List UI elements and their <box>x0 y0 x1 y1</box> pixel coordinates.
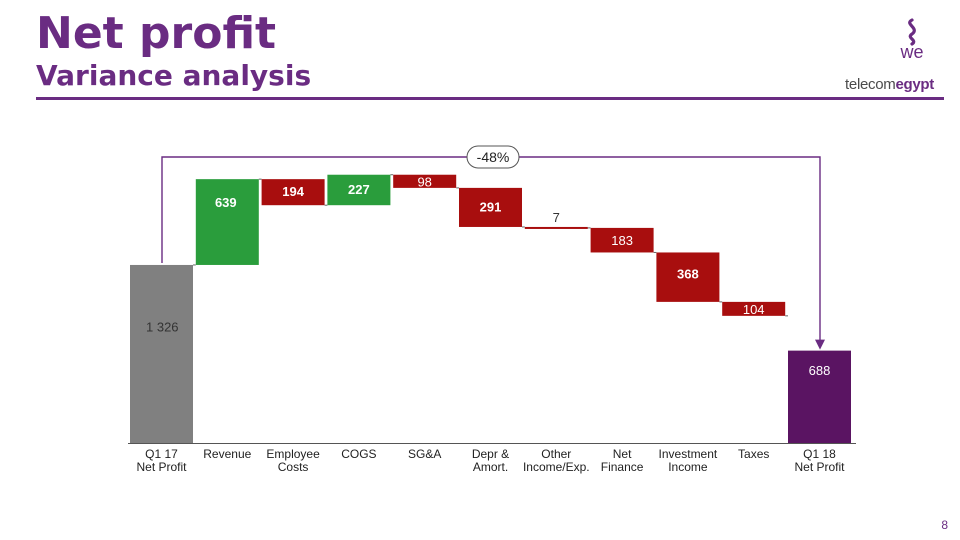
category-label-9: Taxes <box>738 447 769 461</box>
logo-brand-part1: telecom <box>845 76 896 93</box>
page-number: 8 <box>941 518 948 532</box>
category-label-7: Net Finance <box>601 447 644 474</box>
page-subtitle: Variance analysis <box>36 59 312 92</box>
data-label-9: 104 <box>743 302 765 317</box>
category-label-10: Q1 18 Net Profit <box>794 447 845 474</box>
category-label-2: Employee Costs <box>266 447 320 474</box>
waterfall-bar-3 <box>327 174 391 206</box>
category-label-1: Revenue <box>203 447 251 461</box>
data-label-10: 688 <box>809 363 831 378</box>
waterfall-bar-7 <box>590 227 654 253</box>
variance-bracket <box>161 156 821 341</box>
logo-brand-text: telecomegypt <box>845 76 934 93</box>
waterfall-bar-10 <box>788 350 851 443</box>
waterfall-bar-4 <box>393 174 457 188</box>
company-logo: we telecomegypt <box>824 14 934 94</box>
we-logo-icon: we <box>899 18 924 62</box>
waterfall-bar-6 <box>524 226 588 229</box>
data-label-8: 368 <box>677 266 699 281</box>
variance-pill <box>466 145 520 169</box>
logo-brand-part2: egypt <box>895 76 934 93</box>
category-label-6: Other Income/Exp. <box>523 447 590 474</box>
data-label-0: 1 326 <box>146 319 179 334</box>
title-divider <box>36 97 944 100</box>
waterfall-bar-9 <box>722 301 786 316</box>
bracket-arrowhead <box>815 339 825 350</box>
category-label-0: Q1 17 Net Profit <box>136 447 187 474</box>
waterfall-bar-2 <box>261 179 325 206</box>
waterfall-bar-1 <box>195 179 259 265</box>
page-title: Net profit <box>36 8 277 59</box>
data-label-6: 7 <box>553 210 560 225</box>
waterfall-bar-8 <box>656 252 720 302</box>
category-label-8: Investment Income <box>659 447 718 474</box>
data-label-3: 227 <box>348 182 370 197</box>
category-label-4: SG&A <box>408 447 441 461</box>
data-label-5: 291 <box>480 199 502 214</box>
waterfall-bar-0 <box>130 264 193 443</box>
waterfall-bar-5 <box>459 187 522 227</box>
data-label-7: 183 <box>611 233 633 248</box>
data-label-1: 639 <box>215 195 237 210</box>
data-label-2: 194 <box>282 184 304 199</box>
variance-percent-label: -48% <box>477 149 510 165</box>
category-label-5: Depr & Amort. <box>472 447 509 474</box>
logo-mark: we <box>899 42 923 62</box>
data-label-4: 98 <box>417 174 431 189</box>
category-label-3: COGS <box>341 447 376 461</box>
